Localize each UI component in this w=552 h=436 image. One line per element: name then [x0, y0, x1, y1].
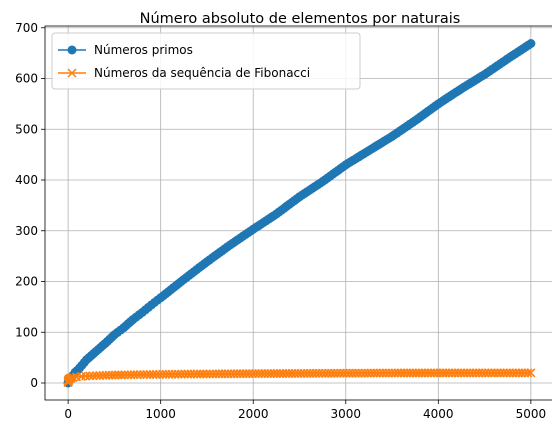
y-tick-label: 100 — [15, 325, 38, 339]
y-tick-label: 500 — [15, 122, 38, 136]
legend-label-primes: Números primos — [94, 43, 193, 57]
y-axis: 0 100 200 300 400 500 600 700 — [15, 21, 45, 390]
legend-marker-primes — [67, 45, 77, 55]
y-tick-label: 0 — [30, 376, 38, 390]
legend-marker-fibonacci — [67, 68, 77, 78]
legend-label-fibonacci: Números da sequência de Fibonacci — [94, 66, 310, 80]
x-tick-label: 0 — [64, 407, 72, 421]
x-tick-label: 5000 — [516, 407, 547, 421]
data-point — [526, 39, 536, 48]
data-point — [526, 368, 536, 378]
data-point — [68, 372, 78, 382]
y-tick-label: 400 — [15, 173, 38, 187]
axes-frame — [44, 25, 552, 401]
series-markers-fibonacci — [63, 368, 536, 388]
x-tick-label: 1000 — [145, 407, 176, 421]
y-tick-label: 300 — [15, 224, 38, 238]
legend: Números primos Números da sequência de F… — [51, 32, 361, 90]
x-tick-label: 4000 — [423, 407, 454, 421]
y-tick-label: 700 — [15, 21, 38, 35]
plot-area — [63, 39, 536, 388]
x-axis: 0 1000 2000 3000 4000 5000 — [64, 400, 546, 421]
chart-title: Número absoluto de elementos por naturai… — [140, 11, 461, 27]
y-tick-label: 200 — [15, 275, 38, 289]
legend-box — [51, 32, 361, 90]
series-markers-primes — [63, 39, 536, 388]
x-tick-label: 3000 — [330, 407, 361, 421]
x-tick-label: 2000 — [238, 407, 269, 421]
data-point — [523, 368, 533, 378]
y-tick-label: 600 — [15, 72, 38, 86]
